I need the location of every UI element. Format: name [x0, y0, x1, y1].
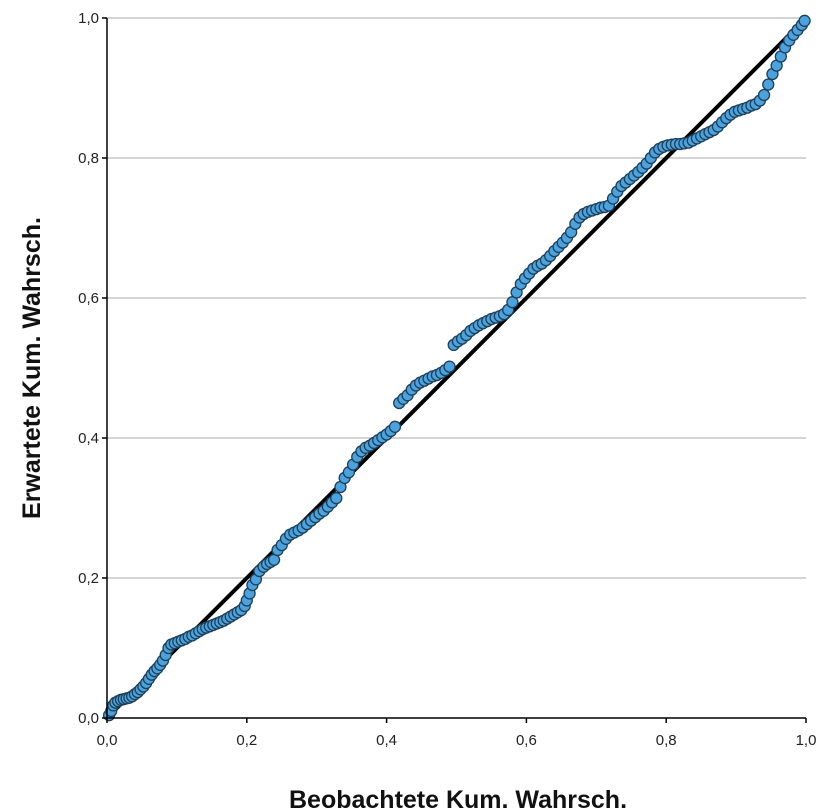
- x-tick-label: 0,4: [376, 732, 397, 749]
- gridlines: [107, 17, 806, 579]
- x-axis-title: Beobachtete Kum. Wahrsch.: [289, 786, 627, 810]
- y-tick-label: 0,4: [78, 430, 99, 447]
- data-point: [762, 78, 775, 91]
- data-point: [798, 14, 811, 27]
- reference-line: [105, 16, 808, 720]
- y-axis-title: Erwartete Kum. Wahrsch.: [18, 217, 46, 519]
- x-tick-labels: 0,0 0,2 0,4 0,6 0,8 1,0: [97, 732, 817, 749]
- x-tick-label: 1,0: [796, 732, 817, 749]
- data-point: [443, 360, 456, 373]
- y-tick-label: 1,0: [78, 10, 99, 27]
- x-tick-label: 0,2: [236, 732, 257, 749]
- data-point: [330, 492, 343, 505]
- y-tick-label: 0,0: [78, 710, 99, 727]
- reference-line-layer: [105, 16, 808, 720]
- y-tick-labels: 0,0 0,2 0,4 0,6 0,8 1,0: [78, 10, 99, 727]
- x-tick-label: 0,8: [656, 732, 677, 749]
- axes: [102, 17, 807, 723]
- scatter-points: [102, 14, 811, 722]
- y-tick-label: 0,6: [78, 290, 99, 307]
- data-point: [388, 420, 402, 433]
- data-point: [757, 88, 771, 102]
- x-tick-label: 0,0: [97, 732, 118, 749]
- y-tick-label: 0,8: [78, 150, 99, 167]
- y-tick-label: 0,2: [78, 570, 99, 587]
- x-tick-label: 0,6: [516, 732, 537, 749]
